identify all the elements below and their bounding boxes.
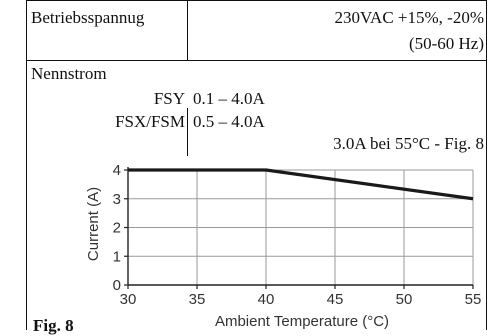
chart-axes [124, 167, 474, 289]
nennstrom-column-divider [187, 108, 188, 156]
betriebsspannung-frequency: (50-60 Hz) [408, 34, 484, 53]
table-column-divider [187, 0, 188, 60]
nennstrom-item-fsx-value: 0.5 – 4.0A [193, 112, 265, 131]
chart-series [128, 168, 474, 201]
nennstrom-label: Nennstrom [31, 64, 107, 83]
x-tick-label-40: 40 [258, 291, 275, 308]
series-line-0 [128, 168, 474, 201]
betriebsspannung-label: Betriebsspannug [31, 8, 145, 27]
chart-tick-labels: 30 35 40 45 50 55 0 1 2 3 4 [113, 162, 482, 308]
nennstrom-note: 3.0A bei 55°C - Fig. 8 [333, 134, 484, 153]
figure-caption: Fig. 8 [33, 316, 74, 335]
spec-table [26, 0, 487, 330]
betriebsspannung-value: 230VAC +15%, -20% [334, 8, 484, 27]
x-tick-label-45: 45 [327, 291, 344, 308]
table-rule-top [26, 0, 487, 1]
chart-grid [127, 169, 474, 286]
y-tick-label-1: 1 [113, 248, 121, 265]
x-tick-label-30: 30 [120, 291, 137, 308]
x-tick-label-35: 35 [189, 291, 206, 308]
chart-x-axis-label: Ambient Temperature (°C) [215, 313, 389, 330]
y-tick-label-4: 4 [113, 162, 121, 179]
y-tick-label-0: 0 [113, 277, 121, 294]
nennstrom-item-fsy-value: 0.1 – 4.0A [193, 89, 265, 108]
nennstrom-item-fsy-name: FSY [153, 89, 185, 108]
chart-y-axis-label: Current (A) [85, 187, 102, 261]
y-tick-label-3: 3 [113, 191, 121, 208]
table-rule-row-divider [26, 60, 487, 61]
x-tick-label-55: 55 [465, 291, 482, 308]
nennstrom-item-fsx-name: FSX/FSM [115, 112, 185, 131]
x-tick-label-50: 50 [396, 291, 413, 308]
y-tick-label-2: 2 [113, 220, 121, 237]
